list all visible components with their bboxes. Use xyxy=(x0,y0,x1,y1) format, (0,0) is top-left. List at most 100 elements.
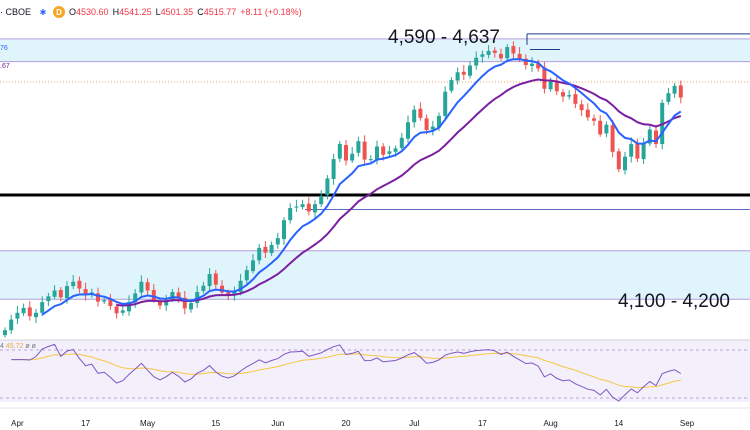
candle xyxy=(567,95,572,97)
candle xyxy=(641,144,646,160)
candle xyxy=(430,126,435,130)
rsi-header: 4 45.72 ø ø xyxy=(0,343,36,350)
high-label: H xyxy=(112,7,120,17)
candle xyxy=(554,80,559,92)
candle xyxy=(40,302,45,313)
candle xyxy=(257,247,262,261)
candle xyxy=(523,58,528,66)
candle xyxy=(319,195,324,205)
candle xyxy=(71,281,76,287)
candle xyxy=(114,306,119,314)
x-tick-label: 15 xyxy=(211,419,220,428)
candle xyxy=(573,94,578,104)
candle xyxy=(251,260,255,272)
rsi-extra: ø ø xyxy=(25,343,36,350)
candle xyxy=(344,145,348,161)
candle xyxy=(542,67,547,89)
candle xyxy=(294,206,299,208)
candle xyxy=(362,141,367,160)
candle xyxy=(517,53,522,60)
candle xyxy=(449,80,454,91)
candle xyxy=(598,120,603,135)
candle xyxy=(486,50,491,55)
candle xyxy=(263,246,268,253)
candle xyxy=(654,130,658,145)
candle xyxy=(164,300,169,306)
candle xyxy=(145,282,150,291)
candle xyxy=(213,273,218,285)
candle xyxy=(610,125,615,152)
candle xyxy=(275,238,280,245)
candle xyxy=(21,307,26,314)
candle xyxy=(548,81,553,90)
candle xyxy=(647,129,652,144)
candle xyxy=(399,137,404,148)
candle xyxy=(461,71,466,75)
candle xyxy=(325,178,330,195)
candle xyxy=(480,54,485,57)
candle xyxy=(530,63,534,66)
ma-slow-edge-value: .67 xyxy=(0,63,10,70)
candle xyxy=(356,141,361,153)
chart-header: · CBOE ✱ D O 4530.60 H 4541.25 L 4501.35… xyxy=(0,4,302,20)
ma-fast-edge-value: 76 xyxy=(0,45,8,52)
candle xyxy=(313,204,317,213)
x-tick-label: Aug xyxy=(543,419,557,428)
candle xyxy=(368,159,373,161)
candle xyxy=(96,293,100,302)
symbol-label[interactable]: · CBOE xyxy=(0,7,32,17)
interval-badge[interactable]: D xyxy=(53,6,66,18)
candle xyxy=(34,312,38,318)
candle xyxy=(306,203,311,212)
candle xyxy=(300,204,305,208)
candle xyxy=(201,285,206,291)
x-tick-label: 17 xyxy=(478,419,487,428)
snowflake-icon[interactable]: ✱ xyxy=(39,7,47,17)
x-tick-label: 17 xyxy=(81,419,90,428)
candle xyxy=(182,297,187,309)
candle xyxy=(468,65,472,76)
candle xyxy=(52,290,57,297)
candle xyxy=(331,159,336,179)
candle xyxy=(635,143,640,159)
low-label: L xyxy=(155,7,161,17)
candle xyxy=(3,330,7,336)
candle xyxy=(604,124,609,134)
candle xyxy=(455,72,460,81)
candle xyxy=(282,220,286,240)
candle xyxy=(579,104,584,111)
candle xyxy=(424,118,429,130)
ma-slow-line xyxy=(116,78,682,307)
candle xyxy=(207,274,212,287)
candles xyxy=(3,41,683,338)
candle xyxy=(387,151,392,154)
candle xyxy=(58,290,63,298)
candle xyxy=(623,156,627,171)
candle xyxy=(220,285,224,293)
candle xyxy=(592,118,596,121)
candle xyxy=(269,244,274,254)
x-tick-label: Apr xyxy=(11,419,24,428)
candle xyxy=(672,85,677,94)
candle xyxy=(505,47,510,59)
candle xyxy=(244,270,249,281)
candle xyxy=(9,319,14,331)
x-tick-label: May xyxy=(140,419,155,428)
candle xyxy=(393,148,398,152)
candle xyxy=(437,115,441,128)
candle xyxy=(133,293,138,303)
candle xyxy=(238,280,243,292)
candle xyxy=(108,299,113,306)
rsi-ma-value: 45.72 xyxy=(5,343,24,350)
candle xyxy=(474,57,479,66)
x-tick-label: Jun xyxy=(271,419,284,428)
candle xyxy=(170,291,175,300)
candle xyxy=(120,310,125,313)
candle xyxy=(443,91,448,116)
close-label: C xyxy=(197,7,204,17)
candle xyxy=(412,109,417,123)
candle xyxy=(666,93,671,102)
candle xyxy=(232,291,237,295)
x-tick-label: Jul xyxy=(409,419,419,428)
